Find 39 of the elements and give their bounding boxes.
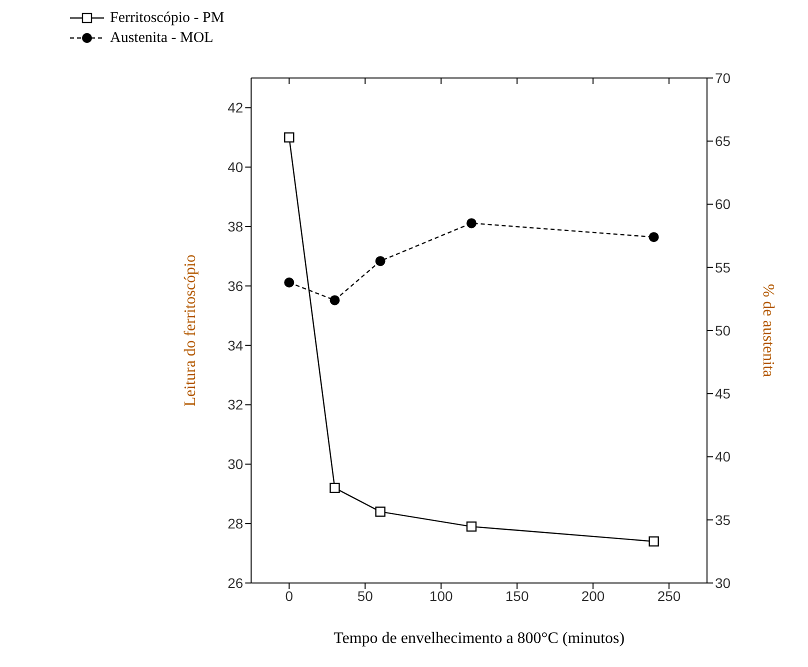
y-axis-title: Leitura do ferritoscópio bbox=[182, 254, 199, 406]
x-tick-label: 50 bbox=[357, 588, 374, 604]
point bbox=[648, 232, 659, 242]
point bbox=[284, 132, 294, 143]
y-tick-label: 40 bbox=[228, 159, 244, 176]
x-tick-label: 200 bbox=[581, 588, 605, 604]
y-tick-label: 30 bbox=[228, 456, 244, 472]
y2-tick-label: 50 bbox=[715, 322, 731, 338]
y2-tick-label: 40 bbox=[715, 448, 731, 465]
legend-label: Ferritoscópio - PM bbox=[110, 10, 224, 26]
y-tick-label: 32 bbox=[228, 396, 244, 413]
y2-tick-label: 45 bbox=[715, 386, 731, 402]
point bbox=[375, 256, 386, 266]
y2-tick-label: 55 bbox=[715, 259, 731, 276]
point bbox=[466, 218, 476, 228]
y2-tick-label: 70 bbox=[715, 70, 731, 86]
x-tick-label: 250 bbox=[657, 588, 681, 604]
y-tick-label: 42 bbox=[228, 100, 244, 116]
point bbox=[284, 278, 294, 288]
y2-tick-label: 65 bbox=[715, 133, 731, 150]
y-tick-label: 38 bbox=[228, 218, 244, 234]
y2-tick-label: 60 bbox=[715, 196, 731, 212]
y-tick-label: 36 bbox=[228, 278, 244, 294]
y-tick-label: 28 bbox=[228, 516, 244, 532]
point bbox=[330, 482, 340, 494]
y2-tick-label: 30 bbox=[715, 574, 731, 591]
y-tick-label: 26 bbox=[228, 574, 244, 591]
point bbox=[330, 295, 340, 306]
x-tick-label: 150 bbox=[505, 588, 529, 604]
y-tick-label: 34 bbox=[228, 337, 244, 354]
point bbox=[466, 521, 477, 532]
legend-label: Austenita - MOL bbox=[110, 30, 214, 46]
x-tick-label: 0 bbox=[285, 588, 294, 604]
x-axis-title: Tempo de envelhecimento a 800°C (minutos) bbox=[334, 630, 625, 647]
x-tick-label: 100 bbox=[429, 588, 453, 604]
point bbox=[648, 536, 659, 547]
point bbox=[375, 506, 386, 517]
y2-tick-label: 35 bbox=[715, 512, 731, 528]
y2-axis-title: % de austenita bbox=[759, 284, 776, 378]
